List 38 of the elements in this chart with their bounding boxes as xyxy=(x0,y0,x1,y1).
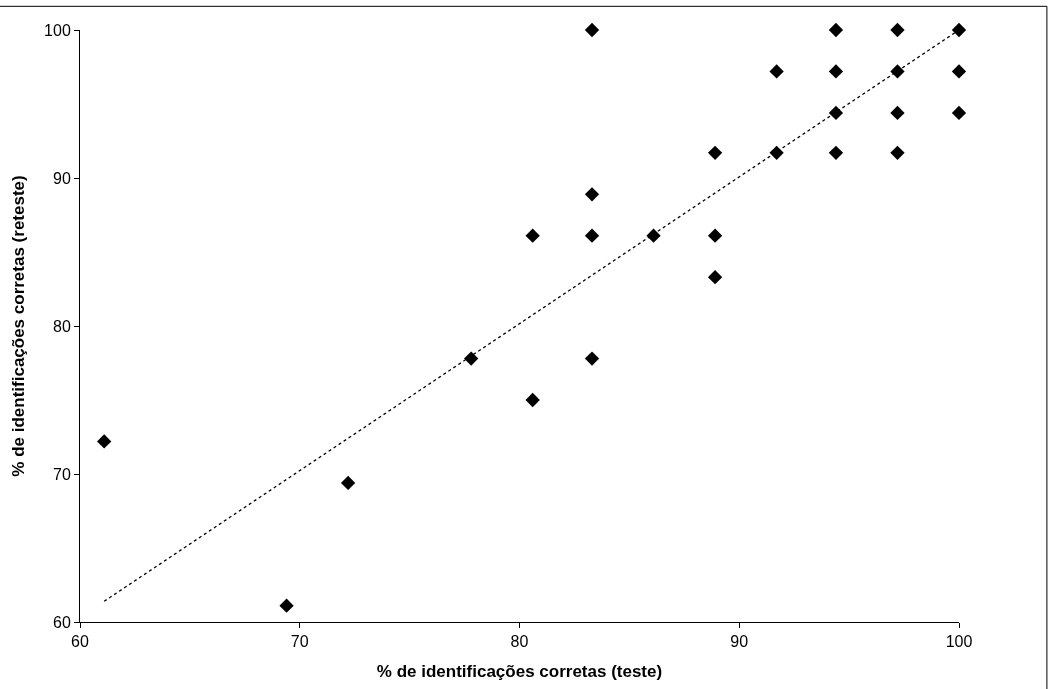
point xyxy=(890,22,905,38)
x-tick-label: 100 xyxy=(945,633,973,651)
point xyxy=(951,22,967,38)
y-axis-title: % de identificações corretas (reteste) xyxy=(8,175,28,477)
point xyxy=(279,598,294,613)
x-tick-label: 90 xyxy=(730,633,749,651)
point xyxy=(951,64,967,79)
point xyxy=(890,64,905,79)
point xyxy=(828,64,844,79)
point xyxy=(584,22,600,38)
point xyxy=(584,187,600,202)
point xyxy=(707,270,723,285)
x-tick-label: 70 xyxy=(290,633,309,651)
y-tick-label: 100 xyxy=(44,21,71,39)
x-axis-title: % de identificações corretas (teste) xyxy=(376,661,663,681)
point xyxy=(97,434,112,449)
y-tick-label: 80 xyxy=(53,317,71,335)
y-tick-label: 60 xyxy=(53,613,71,631)
y-tick-label: 90 xyxy=(53,169,71,187)
x-tick-label: 60 xyxy=(71,633,89,651)
x-tick-label: 80 xyxy=(510,633,529,651)
point xyxy=(584,351,600,366)
point xyxy=(769,145,784,160)
point xyxy=(951,105,967,121)
point xyxy=(707,228,723,243)
point xyxy=(464,351,479,366)
point xyxy=(890,105,905,121)
point xyxy=(707,145,723,160)
point xyxy=(769,64,784,79)
point xyxy=(890,145,905,160)
point xyxy=(828,105,844,121)
y-tick-label: 70 xyxy=(53,465,71,483)
point xyxy=(828,22,844,38)
point xyxy=(525,392,540,408)
point xyxy=(584,228,600,243)
point xyxy=(828,145,844,160)
point xyxy=(525,228,540,243)
point xyxy=(340,475,356,491)
